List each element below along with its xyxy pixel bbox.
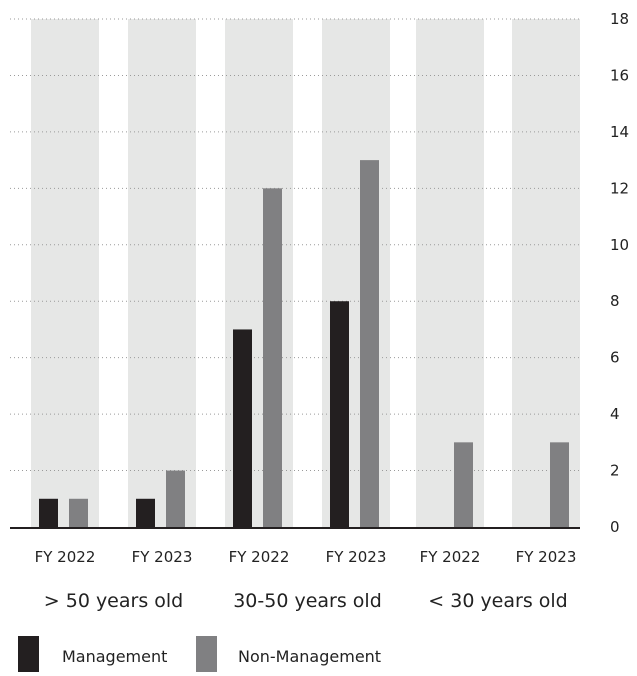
category-panel — [512, 19, 580, 527]
group-label: > 50 years old — [44, 590, 183, 612]
x-tick-label: FY 2023 — [326, 548, 387, 566]
x-tick-label: FY 2022 — [229, 548, 290, 566]
bar-non-management — [360, 160, 379, 527]
bar-non-management — [263, 188, 282, 528]
bar-non-management — [454, 442, 473, 527]
group-label: 30-50 years old — [233, 590, 382, 612]
bar-non-management — [550, 442, 569, 527]
y-tick-label: 10 — [610, 236, 629, 254]
x-tick-label: FY 2022 — [420, 548, 481, 566]
y-tick-label: 16 — [610, 66, 629, 84]
y-tick-label: 0 — [610, 518, 620, 536]
category-panel — [128, 19, 196, 527]
category-panel — [416, 19, 484, 527]
y-tick-label: 6 — [610, 349, 620, 367]
bar-non-management — [166, 470, 185, 527]
y-tick-label: 14 — [610, 123, 629, 141]
legend-label: Management — [62, 647, 167, 666]
category-panel — [31, 19, 99, 527]
bar-management — [330, 301, 349, 527]
legend-label: Non-Management — [238, 647, 381, 666]
y-tick-label: 2 — [610, 462, 620, 480]
bar-management — [136, 498, 155, 527]
legend-swatch-management — [18, 636, 39, 672]
y-tick-label: 12 — [610, 179, 629, 197]
x-tick-label: FY 2023 — [132, 548, 193, 566]
bar-management — [233, 329, 252, 527]
bar-non-management — [69, 498, 88, 527]
group-label: < 30 years old — [428, 590, 567, 612]
y-tick-label: 18 — [610, 10, 629, 28]
y-tick-label: 8 — [610, 292, 620, 310]
x-tick-label: FY 2022 — [35, 548, 96, 566]
legend-swatch-non-management — [196, 636, 217, 672]
bar-management — [39, 498, 58, 527]
x-tick-label: FY 2023 — [516, 548, 577, 566]
y-tick-label: 4 — [610, 405, 620, 423]
